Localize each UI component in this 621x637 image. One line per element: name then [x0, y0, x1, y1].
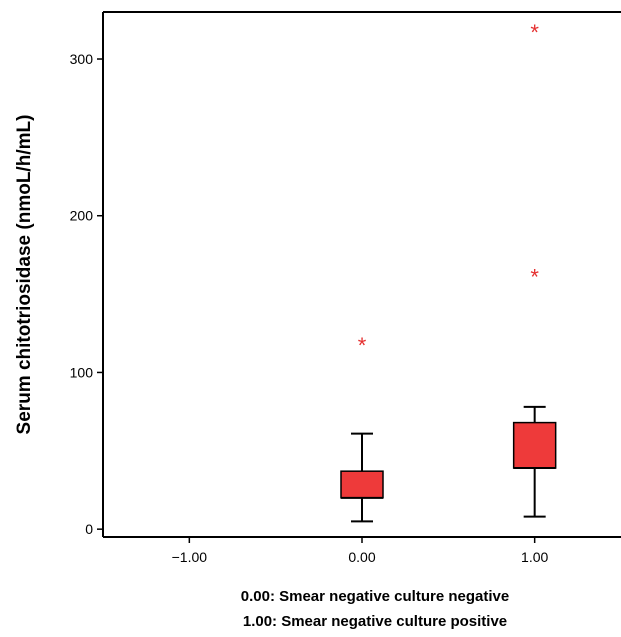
- iqr-box: [340, 470, 384, 499]
- x-axis-ticks: −1.00 0.00 1.00: [172, 537, 549, 565]
- x-tick-label: 0.00: [348, 549, 375, 565]
- outlier-marker: *: [530, 264, 539, 289]
- outlier-marker: *: [358, 333, 367, 358]
- box-series: ***: [340, 20, 557, 523]
- y-tick-label: 100: [70, 364, 94, 380]
- x-tick-label: 1.00: [521, 549, 548, 565]
- y-axis-ticks: 0 100 200 300: [70, 51, 103, 537]
- y-tick-label: 200: [70, 208, 94, 224]
- y-axis-label: Serum chitotriosidase (nmoL/h/mL): [14, 115, 35, 435]
- legend-note-0: 0.00: Smear negative culture negative: [240, 588, 510, 605]
- y-tick-label: 0: [85, 521, 93, 537]
- x-tick-label: −1.00: [172, 549, 208, 565]
- y-tick-label: 300: [70, 51, 94, 67]
- box-group: **: [512, 20, 557, 518]
- legend-note-1: 1.00: Smear negative culture positive: [242, 613, 508, 630]
- box-group: *: [340, 333, 384, 523]
- outlier-marker: *: [530, 20, 539, 45]
- iqr-box: [512, 421, 557, 469]
